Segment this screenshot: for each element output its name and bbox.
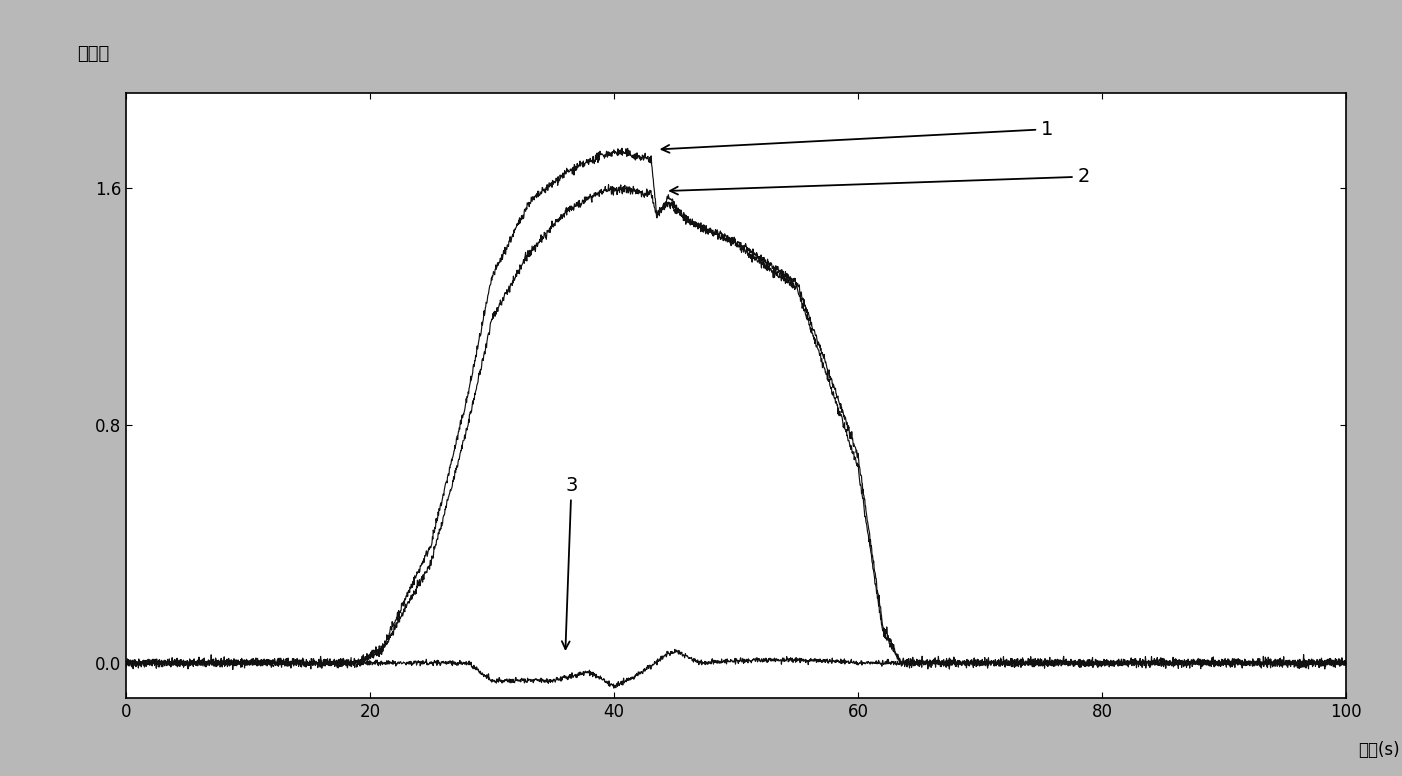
Text: 时间(s): 时间(s): [1359, 741, 1399, 759]
Text: 吸光度: 吸光度: [77, 45, 109, 63]
Text: 1: 1: [662, 120, 1053, 153]
Text: 3: 3: [562, 476, 578, 649]
Text: 2: 2: [670, 167, 1089, 195]
